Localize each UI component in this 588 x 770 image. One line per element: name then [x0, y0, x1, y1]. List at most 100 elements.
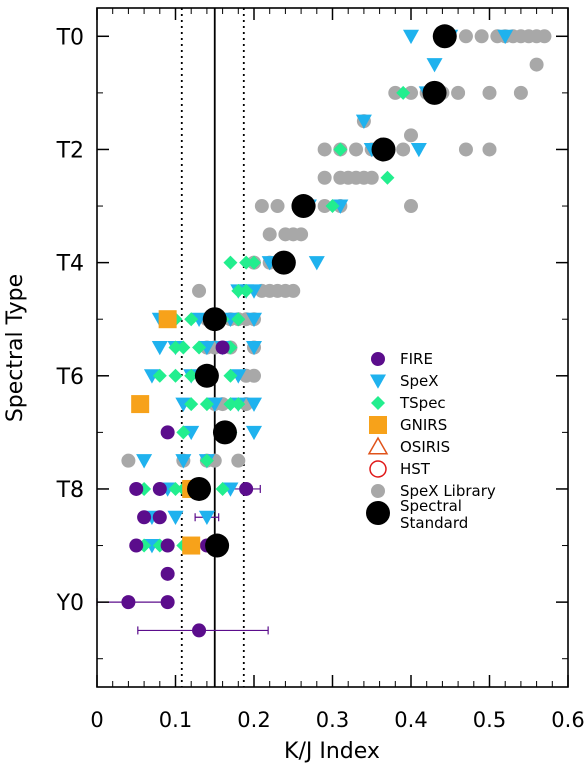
- std-point: [202, 307, 227, 332]
- lib-point: [451, 85, 466, 100]
- lib-point: [317, 199, 332, 214]
- std-point: [205, 533, 230, 558]
- axis-ticks: 0 0.1 0.2 0.3 0.4 0.5 0.6 T0 T2 T4 T6 T8 Y0: [56, 8, 585, 732]
- spex-point: [355, 114, 372, 129]
- legend-item-fire: FIRE: [371, 350, 433, 368]
- lib-point: [537, 29, 552, 44]
- lib-point: [270, 199, 285, 214]
- legend-marker-fire: [371, 352, 385, 366]
- series-std: [187, 24, 457, 558]
- tspec-point: [199, 397, 214, 412]
- spex-point: [246, 397, 262, 412]
- tspec-point: [168, 340, 183, 355]
- y-tick-label: T8: [56, 478, 84, 503]
- tspec-point: [239, 283, 254, 298]
- y-tick-label: T0: [56, 25, 84, 50]
- fire-point: [160, 425, 175, 440]
- std-point: [432, 24, 457, 49]
- fire-point: [129, 481, 144, 496]
- lib-point: [286, 283, 301, 298]
- legend-item-spex: SpeX: [370, 372, 439, 390]
- y-axis-label: Spectral Type: [3, 274, 28, 422]
- series-tspec: [137, 85, 411, 553]
- spex-point: [403, 29, 419, 45]
- gnirs-point: [182, 536, 201, 555]
- legend-label: SpeX: [400, 372, 439, 390]
- lib-point: [458, 29, 473, 44]
- fire-point: [160, 538, 175, 553]
- x-tick-label: 0.3: [316, 708, 349, 732]
- fire-point: [121, 595, 136, 610]
- legend-marker-std: [366, 501, 390, 525]
- tspec-point: [223, 397, 238, 412]
- lib-point: [121, 453, 136, 468]
- std-point: [187, 476, 212, 501]
- lib-point: [247, 368, 261, 383]
- tspec-point: [231, 283, 246, 298]
- legend-marker-spex: [370, 374, 386, 389]
- x-tick-label: 0.4: [394, 708, 427, 732]
- lib-point: [388, 85, 403, 100]
- lib-point: [513, 85, 528, 100]
- legend-label: SpeX Library: [400, 482, 496, 500]
- legend-label: FIRE: [400, 350, 433, 368]
- std-point: [212, 420, 237, 445]
- std-point: [422, 80, 447, 105]
- lib-point: [349, 142, 364, 157]
- std-point: [194, 363, 219, 388]
- tspec-point: [333, 142, 348, 157]
- legend-item-gnirs: GNIRS: [369, 416, 447, 434]
- spex-point: [246, 425, 262, 441]
- y-tick-label: T6: [56, 365, 84, 390]
- tspec-point: [223, 368, 238, 383]
- tspec-point: [168, 481, 183, 496]
- tspec-point: [176, 425, 191, 440]
- x-tick-label: 0.2: [237, 708, 270, 732]
- legend-item-lib: SpeX Library: [371, 482, 496, 500]
- spex-point: [497, 29, 514, 45]
- legend-marker-lib: [371, 484, 385, 498]
- spex-point: [151, 341, 168, 356]
- spex-point: [410, 142, 427, 158]
- lib-point: [482, 142, 497, 157]
- lib-point: [404, 85, 418, 100]
- fire-point: [215, 340, 230, 355]
- gnirs-point: [158, 310, 177, 329]
- lib-point: [231, 453, 246, 468]
- std-point: [371, 137, 396, 162]
- legend-label: TSpec: [399, 394, 446, 412]
- fire-point: [160, 595, 175, 610]
- fire-point: [152, 510, 167, 525]
- fire-point: [129, 538, 144, 553]
- fire-point: [152, 481, 167, 496]
- tspec-point: [199, 453, 214, 468]
- spex-point: [175, 454, 192, 469]
- tspec-point: [192, 340, 207, 355]
- tspec-point: [176, 340, 191, 355]
- fire-point: [137, 510, 152, 525]
- tspec-point: [231, 397, 246, 412]
- spex-point: [136, 454, 153, 469]
- legend-label: HST: [400, 460, 431, 478]
- y-tick-label: Y0: [56, 591, 84, 616]
- legend-marker-osiris: [367, 436, 389, 455]
- tspec-point: [152, 368, 167, 383]
- lib-point: [317, 170, 332, 185]
- lib-point: [254, 199, 269, 214]
- legend-label: GNIRS: [400, 416, 447, 434]
- lib-point: [364, 170, 379, 185]
- spex-point: [198, 510, 215, 526]
- lib-point: [474, 29, 489, 44]
- tspec-point: [231, 312, 246, 327]
- legend-marker-hst: [369, 460, 387, 478]
- tspec-point: [184, 397, 199, 412]
- lib-point: [458, 142, 473, 157]
- data-points: [121, 24, 552, 638]
- legend-label: Standard: [400, 514, 468, 532]
- lib-point: [404, 199, 418, 214]
- tspec-point: [325, 199, 340, 214]
- legend-label: Spectral: [400, 497, 462, 515]
- x-tick-label: 0.5: [473, 708, 506, 732]
- std-point: [291, 194, 316, 219]
